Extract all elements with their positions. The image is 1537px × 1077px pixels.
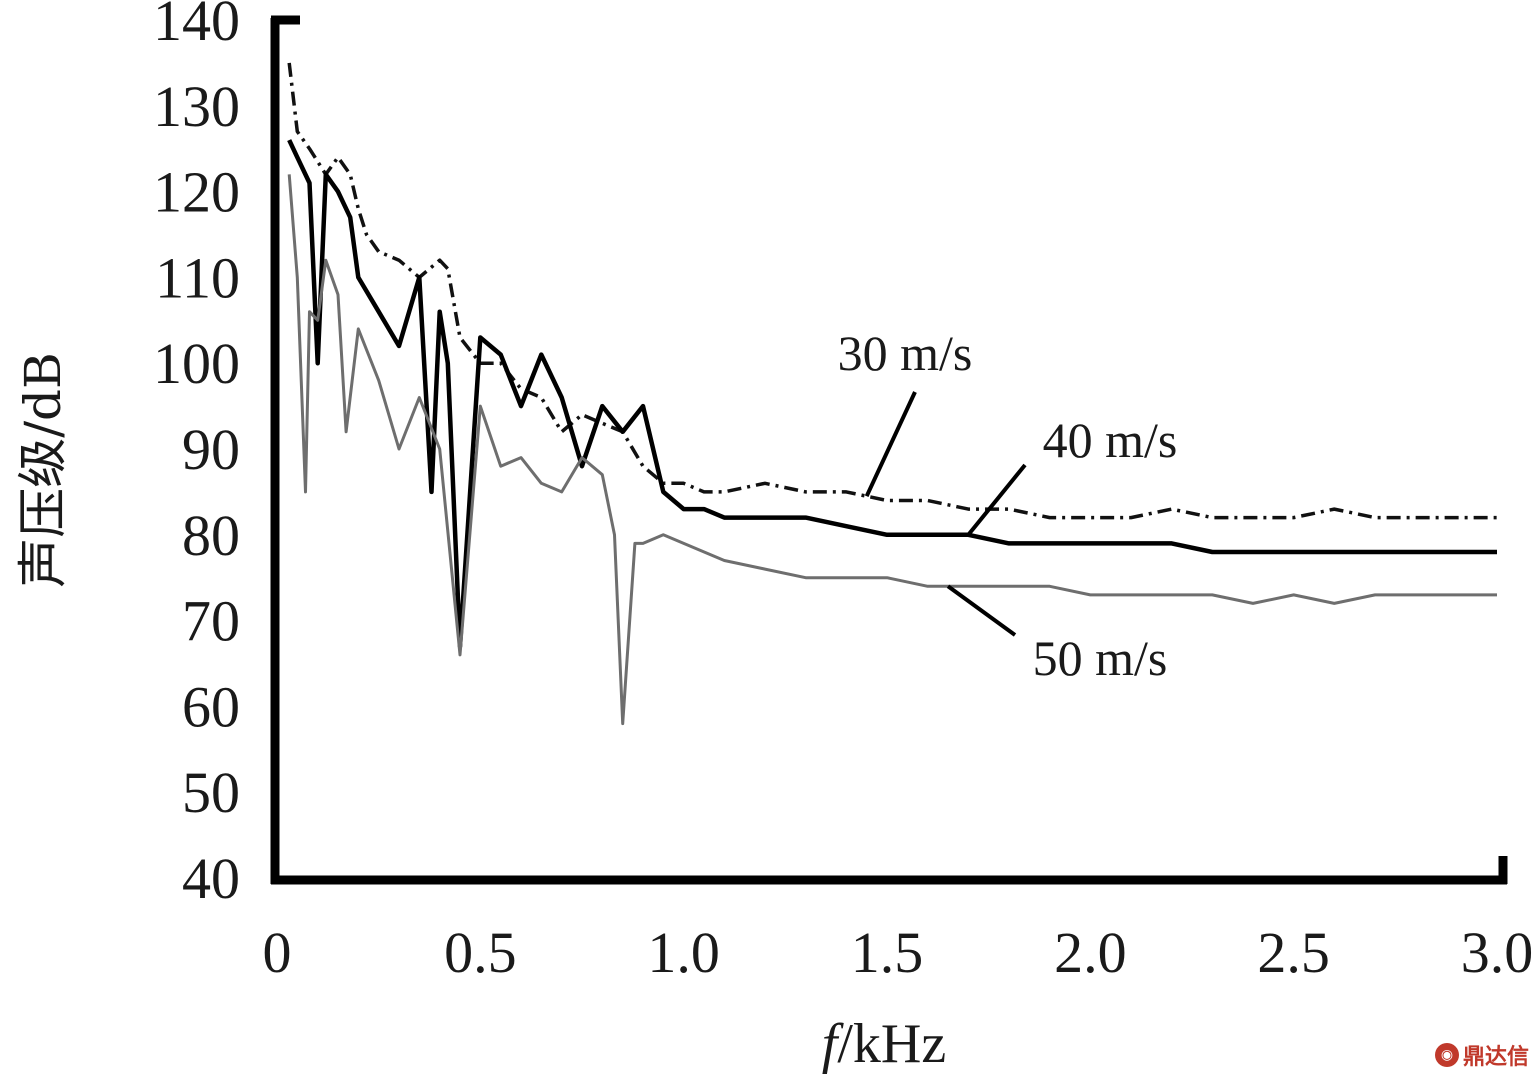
y-tick-label: 40	[182, 846, 240, 911]
annotation-leader-line	[966, 463, 1027, 537]
y-axis-title: 声压级/dB	[14, 352, 72, 588]
annotation-label: 50 m/s	[1033, 630, 1168, 686]
y-tick-label: 50	[182, 760, 240, 825]
y-tick-label: 70	[182, 589, 240, 654]
y-tick-label: 120	[153, 160, 240, 225]
x-tick-label: 0.5	[444, 920, 517, 985]
annotation-label: 40 m/s	[1043, 412, 1178, 468]
series-layer	[287, 62, 1497, 726]
x-tick-label: 2.5	[1257, 920, 1330, 985]
y-tick-label: 110	[155, 245, 240, 310]
x-tick-label: 1.5	[851, 920, 924, 985]
x-axis-title: f/kHz	[822, 1013, 946, 1075]
x-tick-label: 3.0	[1461, 920, 1534, 985]
annotation-leader-line	[946, 584, 1017, 637]
series-line	[287, 139, 1497, 649]
y-tick-label: 80	[182, 503, 240, 568]
annotation-label: 30 m/s	[838, 325, 973, 381]
series-line	[287, 174, 1497, 726]
watermark: ◉ 鼎达信	[1434, 1039, 1529, 1071]
x-tick-label: 2.0	[1054, 920, 1127, 985]
tick-labels: 0 0.5 1.0 1.5 2.0 2.5 3.0 40 50 60 70 80 90 100 110 120…	[153, 0, 1533, 985]
watermark-logo-icon: ◉	[1434, 1043, 1459, 1067]
y-tick-label: 130	[153, 74, 240, 139]
axes	[270, 15, 1508, 885]
x-tick-label: 1.0	[647, 920, 720, 985]
y-tick-label: 60	[182, 674, 240, 739]
x-axis-unit: /kHz	[837, 1013, 946, 1075]
watermark-text: 鼎达信	[1462, 1045, 1529, 1070]
y-tick-label: 140	[153, 0, 240, 53]
y-tick-label: 100	[153, 331, 240, 396]
annotations: 30 m/s 40 m/s 50 m/s	[838, 325, 1178, 686]
series-line	[287, 62, 1497, 520]
x-tick-label: 0	[263, 920, 292, 985]
annotation-leader-line	[864, 391, 917, 498]
y-tick-label: 90	[182, 417, 240, 482]
